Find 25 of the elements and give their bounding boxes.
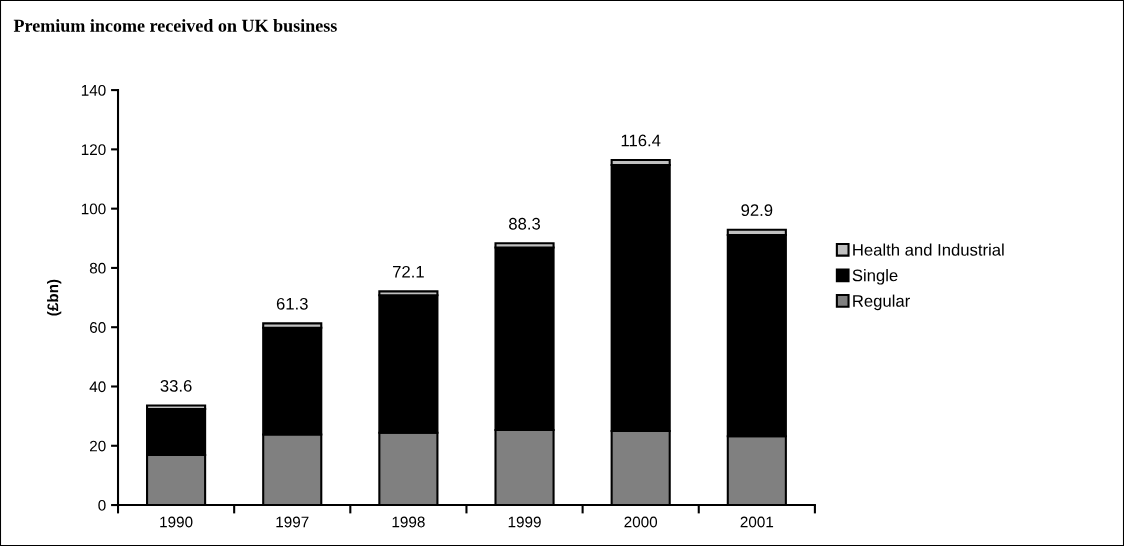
total-label: 61.3 [276, 297, 308, 310]
total-label: 33.6 [160, 379, 192, 392]
x-tick-label: 2001 [740, 516, 774, 528]
x-tick-label: 1999 [508, 516, 541, 528]
y-axis-title: (£bn) [47, 279, 62, 316]
y-tick-label: 40 [89, 381, 106, 393]
total-label: 88.3 [509, 217, 541, 230]
y-tick-label: 60 [90, 322, 106, 333]
total-label: 116.4 [621, 134, 661, 147]
total-label: 92.9 [741, 204, 773, 217]
chart-title: Premium income received on UK business [13, 19, 337, 32]
legend-label: Single [852, 269, 898, 285]
y-tick-label: 80 [89, 262, 106, 274]
x-tick-label: 1997 [276, 516, 309, 528]
y-tick-label: 100 [81, 203, 106, 215]
legend-label: Regular [853, 294, 910, 311]
y-tick-label: 20 [89, 440, 106, 452]
x-tick-label: 1998 [392, 516, 425, 528]
total-label: 72.1 [393, 265, 424, 278]
y-tick-label: 0 [98, 499, 106, 511]
x-tick-label: 1990 [160, 516, 193, 528]
legend-label: Health and Industrial [853, 243, 1004, 256]
y-tick-label: 140 [81, 84, 106, 96]
x-tick-label: 2000 [624, 516, 658, 528]
y-tick-label: 120 [81, 144, 106, 156]
